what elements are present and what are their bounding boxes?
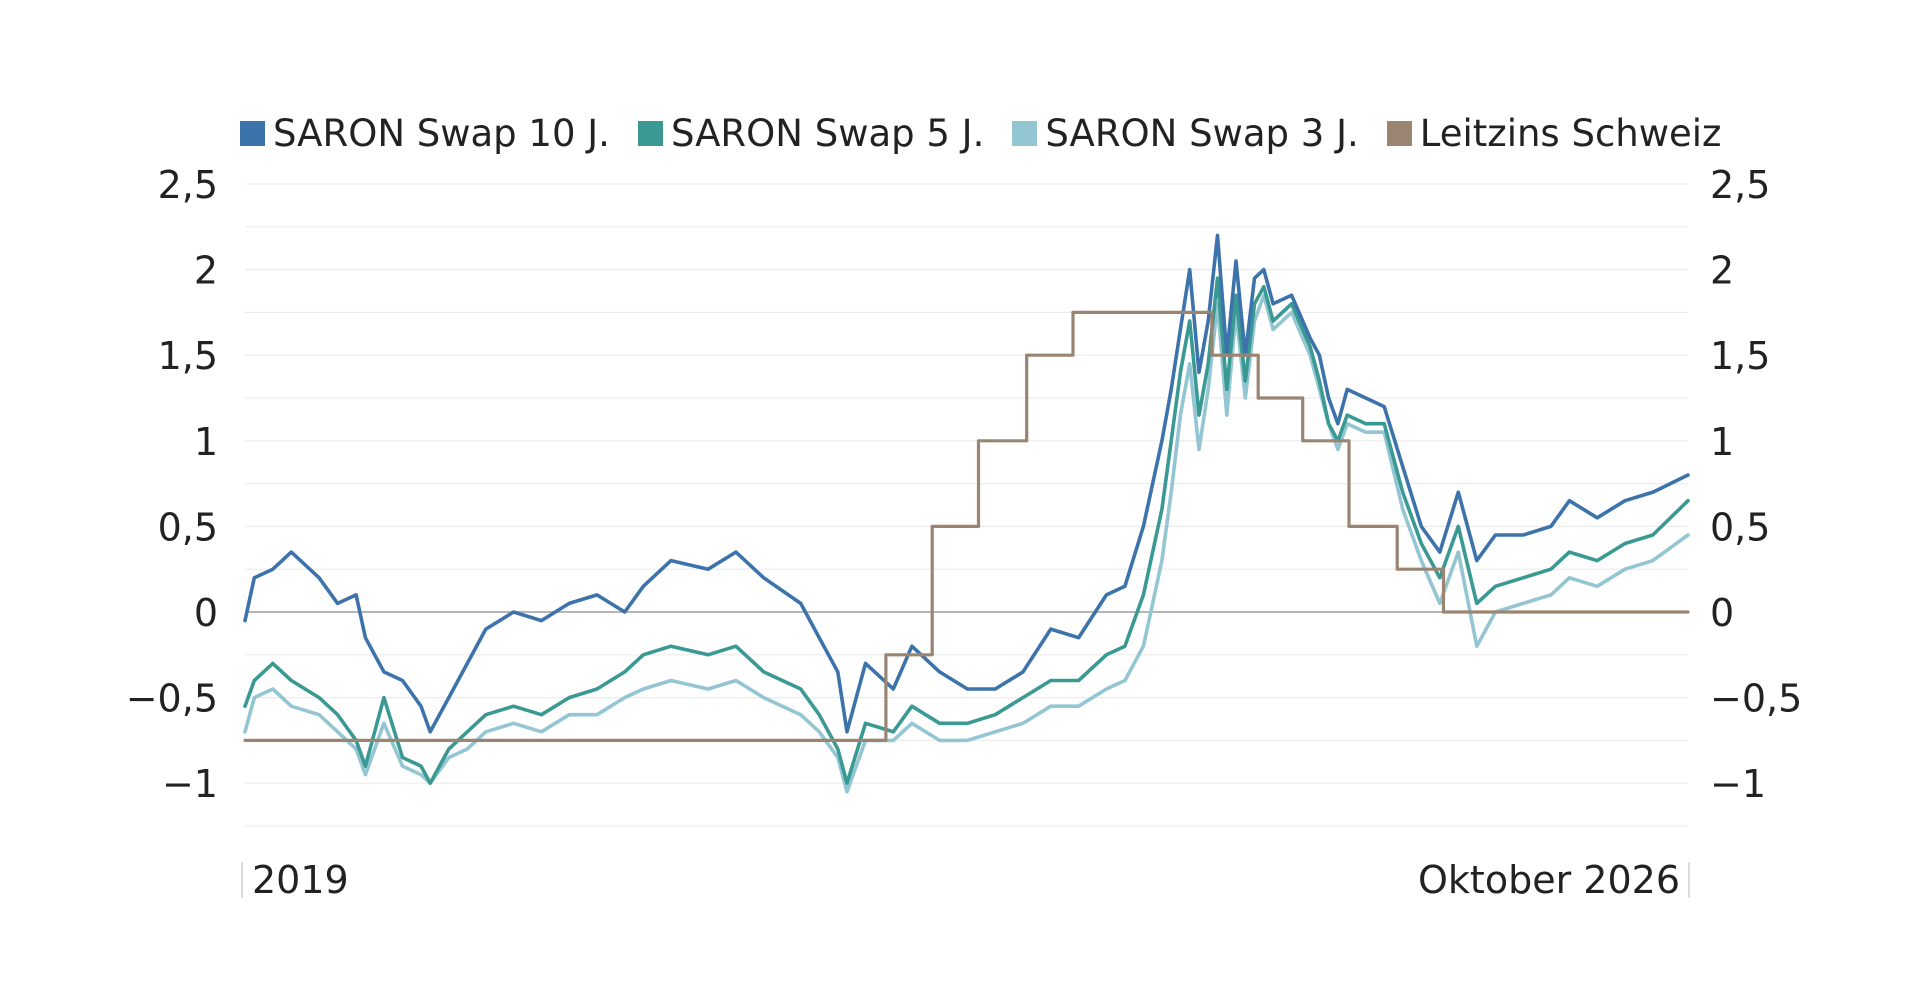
y-tick-label-left: 2,5	[158, 163, 218, 207]
y-tick-label-right: 2,5	[1710, 163, 1770, 207]
legend-item-saron-5y: SARON Swap 5 J.	[637, 112, 985, 155]
y-tick-label-right: 1	[1710, 420, 1734, 464]
y-tick-label-left: 2	[194, 249, 218, 293]
y-tick-label-right: 2	[1710, 249, 1734, 293]
axis-labels: 2,5 2,5 2 2 1,5 1,5 1 1 0,5 0,5 0 0 −0,5 −0,5 −1 −1 2019…	[126, 163, 1803, 902]
legend-item-saron-10y: SARON Swap 10 J.	[240, 112, 610, 155]
x-tick-label-start: 2019	[252, 858, 349, 902]
y-tick-label-left: 1	[194, 420, 218, 464]
y-tick-label-right: 1,5	[1710, 334, 1770, 378]
series-lines	[243, 233, 1690, 794]
legend-label-saron-3y: SARON Swap 3 J.	[1045, 112, 1359, 155]
legend-swatch-saron-5y	[637, 121, 663, 146]
series-line-saron-3y	[243, 293, 1690, 794]
x-tick-label-end: Oktober 2026	[1418, 858, 1680, 902]
series-line-saron-5y	[243, 276, 1690, 785]
y-tick-label-left: −1	[162, 762, 218, 806]
y-tick-label-right: −1	[1710, 762, 1766, 806]
legend-label-saron-10y: SARON Swap 10 J.	[273, 112, 610, 155]
y-tick-label-right: 0	[1710, 591, 1734, 635]
y-tick-label-left: −0,5	[126, 677, 218, 721]
legend-label-leitzins: Leitzins Schweiz	[1419, 112, 1722, 155]
legend-swatch-saron-3y	[1012, 121, 1038, 146]
legend-item-saron-3y: SARON Swap 3 J.	[1012, 112, 1359, 155]
legend-swatch-saron-10y	[240, 121, 265, 146]
y-tick-label-right: −0,5	[1710, 677, 1802, 721]
grid-lines	[245, 183, 1688, 827]
legend-item-leitzins: Leitzins Schweiz	[1386, 112, 1722, 155]
y-tick-label-right: 0,5	[1710, 505, 1770, 549]
series-line-leitzins	[243, 310, 1690, 742]
y-tick-label-left: 1,5	[158, 334, 218, 378]
legend-label-saron-5y: SARON Swap 5 J.	[670, 112, 985, 155]
legend-swatch-leitzins	[1386, 121, 1412, 146]
y-tick-label-left: 0,5	[158, 505, 218, 549]
chart-legend: SARON Swap 10 J. SARON Swap 5 J. SARON S…	[240, 112, 1721, 155]
series-line-saron-10y	[243, 233, 1690, 734]
y-tick-label-left: 0	[194, 591, 218, 635]
